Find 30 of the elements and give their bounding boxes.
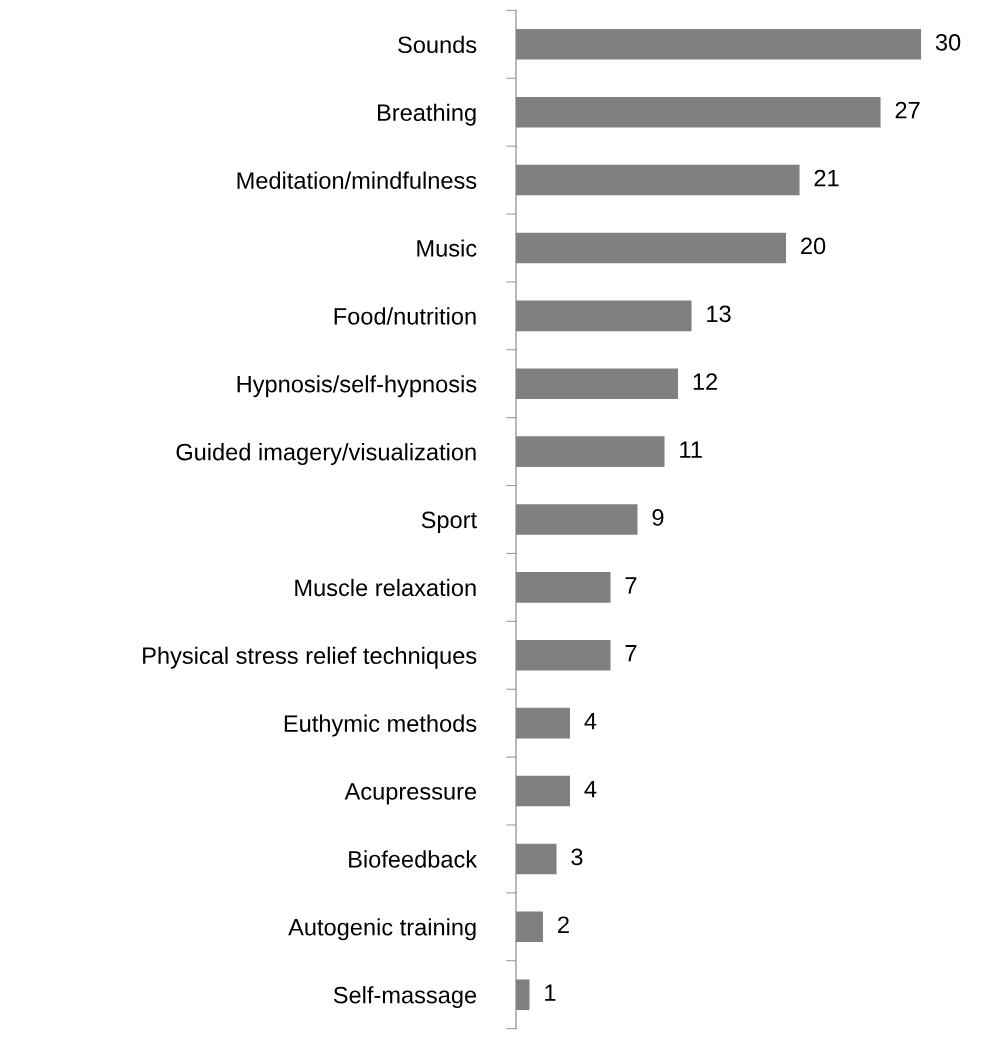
data-label: 21 <box>814 169 839 187</box>
data-label: 20 <box>801 237 826 255</box>
y-tick-label: Music <box>417 239 477 257</box>
data-label: 2 <box>558 916 569 933</box>
data-label: 30 <box>935 33 961 51</box>
y-tick-label: Sport <box>421 511 477 533</box>
y-tick-label: Acupressure <box>344 783 477 805</box>
data-label: 4 <box>584 713 597 730</box>
y-tick-label: Hypnosis/self-hypnosis <box>237 375 477 398</box>
data-label: 11 <box>680 441 702 458</box>
y-tick-label: Autogenic training <box>288 918 476 941</box>
data-label: 27 <box>895 101 920 119</box>
data-label: 3 <box>571 848 583 866</box>
y-tick-label: Biofeedback <box>349 850 478 868</box>
y-tick-label: Physical stress relief techniques <box>143 646 477 669</box>
data-label: 7 <box>625 645 637 662</box>
y-tick-label: Meditation/mindfulness <box>237 171 477 189</box>
y-tick-label: Euthymic methods <box>284 714 477 737</box>
y-tick-label: Guided imagery/visualization <box>176 443 476 466</box>
y-tick-label: Breathing <box>377 103 476 126</box>
y-tick-label: Food/nutrition <box>334 307 476 325</box>
y-tick-label: Muscle relaxation <box>295 578 476 597</box>
y-tick-label: Sounds <box>398 35 477 54</box>
y-tick-label: Self-massage <box>333 986 477 1009</box>
data-label: 4 <box>584 780 597 798</box>
data-label: 1 <box>545 984 556 1001</box>
data-label: 13 <box>707 305 731 323</box>
data-label: 9 <box>652 509 664 526</box>
data-label: 7 <box>625 577 637 594</box>
data-label: 12 <box>693 373 717 390</box>
